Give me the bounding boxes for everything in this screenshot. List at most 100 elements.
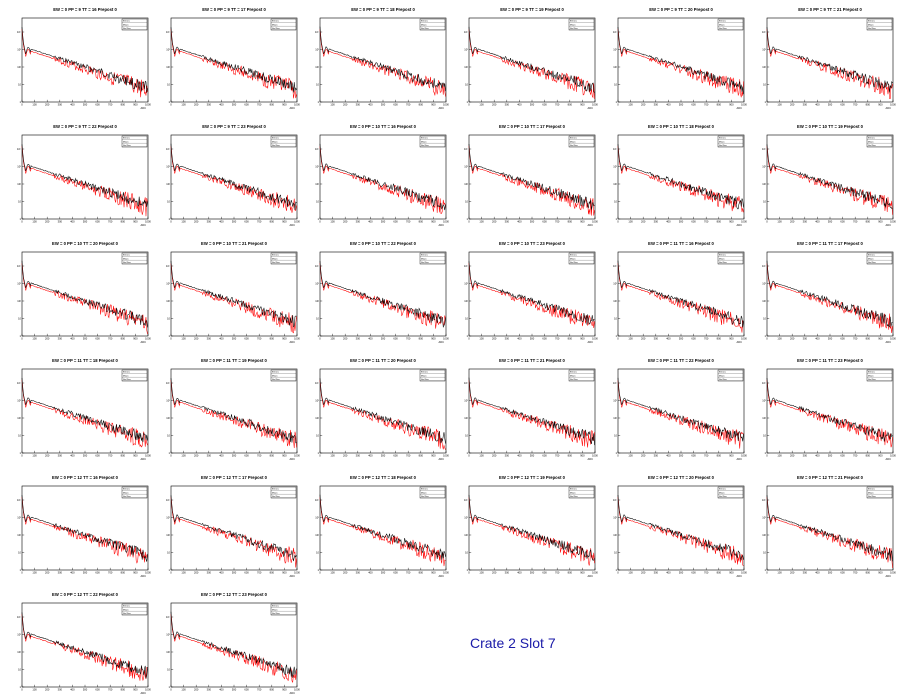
x-tick-label: 200 [343, 337, 348, 341]
histogram-panel: EW = 0 PP = 9 TT = 22 Prepost 0 0 100 200 30… [15, 122, 155, 232]
y-tick-label: 10³ [613, 164, 617, 168]
x-tick-label: 0 [21, 337, 23, 341]
x-tick-label: 600 [542, 337, 547, 341]
x-tick-label: 500 [381, 337, 386, 341]
x-tick-label: 800 [717, 454, 722, 458]
x-tick-label: 500 [83, 571, 88, 575]
x-tick-label: 700 [108, 220, 113, 224]
y-tick-label: 10⁴ [613, 147, 617, 151]
histogram-panel: EW = 0 PP = 11 TT = 16 Prepost 0 0 100 200 3… [611, 239, 751, 349]
x-tick-label: 800 [419, 337, 424, 341]
y-tick-label: 10 [316, 316, 319, 320]
stats-label: Entries [868, 371, 876, 374]
x-tick-label: 700 [257, 454, 262, 458]
y-tick-label: 10² [613, 65, 617, 69]
stats-label: Std Dev [719, 378, 728, 381]
x-tick-label: 1000 [741, 571, 747, 575]
stats-label: Std Dev [570, 27, 579, 30]
x-tick-label: 1000 [890, 454, 896, 458]
data-series-black [468, 494, 595, 561]
stats-box [717, 18, 744, 31]
stats-label: Std Dev [868, 27, 877, 30]
y-tick-label: 10⁴ [315, 30, 319, 34]
x-tick-label: 1000 [741, 337, 747, 341]
data-series-black [319, 143, 446, 211]
y-tick-label: 10 [614, 433, 617, 437]
panel-title: EW = 0 PP = 12 TT = 18 Prepost 0 [350, 475, 416, 480]
x-tick-label: 600 [840, 571, 845, 575]
x-tick-label: 300 [58, 454, 63, 458]
y-tick-label: 10³ [613, 398, 617, 402]
x-tick-label: 1000 [443, 337, 449, 341]
plot-frame [21, 17, 149, 103]
x-tick-label: 0 [617, 103, 619, 107]
x-tick-label: 200 [790, 220, 795, 224]
data-series-red [21, 496, 148, 564]
histogram-panel: EW = 0 PP = 11 TT = 23 Prepost 0 0 100 200 3… [760, 356, 898, 466]
y-tick-label: 1 [467, 100, 469, 104]
x-tick-label: 900 [729, 337, 734, 341]
x-tick-label: 0 [468, 454, 470, 458]
panel-title: EW = 0 PP = 10 TT = 16 Prepost 0 [350, 124, 416, 129]
x-tick-label: 800 [717, 337, 722, 341]
x-axis-label: ADC [141, 223, 147, 227]
x-tick-label: 900 [580, 103, 585, 107]
x-tick-label: 600 [95, 220, 100, 224]
x-tick-label: 300 [654, 337, 659, 341]
x-tick-label: 500 [381, 220, 386, 224]
stats-label: Std Dev [719, 27, 728, 30]
x-tick-label: 500 [679, 454, 684, 458]
y-tick-label: 10⁴ [17, 264, 21, 268]
x-tick-label: 100 [181, 220, 186, 224]
x-tick-label: 200 [343, 454, 348, 458]
x-axis-label: ADC [141, 106, 147, 110]
stats-label: Std Dev [719, 261, 728, 264]
x-tick-label: 300 [654, 220, 659, 224]
x-tick-label: 700 [704, 454, 709, 458]
x-tick-label: 900 [878, 337, 883, 341]
x-axis-label: ADC [141, 340, 147, 344]
x-tick-label: 700 [853, 103, 858, 107]
y-tick-label: 10 [763, 433, 766, 437]
stats-box [419, 252, 446, 265]
stats-label: Std Dev [421, 261, 430, 264]
x-tick-label: 1000 [890, 103, 896, 107]
y-tick-label: 10³ [315, 164, 319, 168]
x-axis-label: ADC [886, 106, 892, 110]
x-tick-label: 200 [641, 337, 646, 341]
x-tick-label: 100 [479, 220, 484, 224]
x-tick-label: 800 [419, 103, 424, 107]
x-tick-label: 200 [790, 454, 795, 458]
x-tick-label: 100 [628, 337, 633, 341]
x-tick-label: 900 [133, 337, 138, 341]
stats-label: Entries [123, 371, 131, 374]
stats-label: Std Dev [272, 495, 281, 498]
x-tick-label: 200 [194, 103, 199, 107]
plot-frame [21, 134, 149, 220]
stats-label: Entries [272, 137, 280, 140]
x-tick-label: 400 [70, 337, 75, 341]
histogram-panel: EW = 0 PP = 9 TT = 16 Prepost 0 0 100 200 30… [15, 5, 155, 115]
stats-box [717, 369, 744, 382]
x-tick-label: 0 [170, 571, 172, 575]
x-tick-label: 100 [330, 454, 335, 458]
x-tick-label: 800 [568, 337, 573, 341]
x-tick-label: 400 [70, 220, 75, 224]
data-series-black [766, 144, 893, 210]
x-tick-label: 600 [691, 220, 696, 224]
stats-label: Entries [272, 371, 280, 374]
x-tick-label: 100 [181, 103, 186, 107]
stats-label: Mean [868, 141, 874, 143]
panel-title: EW = 0 PP = 11 TT = 23 Prepost 0 [797, 358, 863, 363]
stats-box [568, 18, 595, 31]
x-tick-label: 700 [406, 571, 411, 575]
y-tick-label: 10² [762, 533, 766, 537]
data-series-black [766, 377, 893, 442]
x-tick-label: 800 [568, 571, 573, 575]
data-series-red [617, 496, 744, 566]
x-tick-label: 800 [568, 454, 573, 458]
stats-label: Mean [272, 258, 278, 260]
